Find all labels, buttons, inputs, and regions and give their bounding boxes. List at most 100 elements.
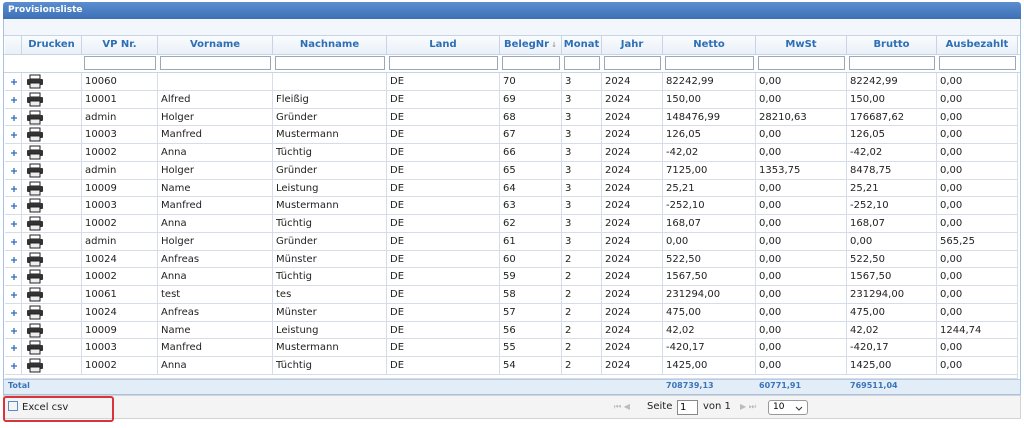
grid-cell: 168,07 — [847, 215, 937, 233]
grid-cell: 2024 — [602, 321, 663, 340]
filter-input[interactable] — [502, 56, 560, 70]
filter-input[interactable] — [389, 56, 498, 70]
grid-cell: Mustermann — [273, 339, 387, 357]
grid-cell: 0,00 — [756, 303, 847, 322]
print-icon[interactable] — [22, 268, 82, 286]
page-input[interactable]: 1 — [677, 400, 698, 415]
grid-cell: 0,00 — [756, 73, 847, 91]
header-cell[interactable]: Brutto — [847, 36, 937, 54]
print-icon[interactable] — [22, 161, 82, 180]
grid-cell: DE — [387, 250, 500, 269]
page-of: von 1 — [703, 401, 731, 412]
sort-indicator[interactable]: ↓ — [551, 41, 557, 49]
print-icon[interactable] — [22, 215, 82, 233]
expand-icon[interactable] — [5, 232, 22, 251]
filter-input[interactable] — [275, 56, 385, 70]
header-cell[interactable]: MwSt — [756, 36, 847, 54]
filter-input[interactable] — [939, 56, 1016, 70]
filter-input[interactable] — [564, 56, 600, 70]
grid-cell: 69 — [500, 90, 562, 109]
header-cell[interactable]: Vorname — [158, 36, 273, 54]
expand-icon[interactable] — [5, 144, 22, 162]
grid-cell: 2024 — [602, 197, 663, 215]
expand-icon[interactable] — [5, 90, 22, 109]
expand-icon[interactable] — [5, 179, 22, 198]
grid-cell: Anna — [158, 144, 273, 162]
grid-cell: 63 — [500, 197, 562, 215]
grid-cell: 68 — [500, 108, 562, 127]
filter-input[interactable] — [665, 56, 754, 70]
export-button[interactable]: Excel csv — [8, 401, 68, 413]
grid-cell: 10001 — [82, 90, 158, 109]
print-icon[interactable] — [22, 144, 82, 162]
expand-icon[interactable] — [5, 286, 22, 304]
expand-icon[interactable] — [5, 197, 22, 215]
grid-cell: 0,00 — [756, 179, 847, 198]
grid-cell: 56 — [500, 321, 562, 340]
header-cell[interactable]: Nachname — [273, 36, 387, 54]
expand-icon[interactable] — [5, 161, 22, 180]
grid-cell: 60 — [500, 250, 562, 269]
print-icon[interactable] — [22, 108, 82, 127]
expand-icon[interactable] — [5, 108, 22, 127]
expand-icon[interactable] — [5, 303, 22, 322]
expand-icon[interactable] — [5, 250, 22, 269]
header-cell[interactable]: Drucken — [22, 36, 82, 54]
grid-cell: 0,00 — [756, 215, 847, 233]
grid-cell: Manfred — [158, 339, 273, 357]
print-icon[interactable] — [22, 73, 82, 91]
grid-cell: tes — [273, 286, 387, 304]
print-icon[interactable] — [22, 126, 82, 144]
export-label[interactable]: Excel csv — [22, 402, 69, 413]
grid-cell: 1244,74 — [937, 321, 1018, 340]
grid-cell: 10061 — [82, 286, 158, 304]
print-icon[interactable] — [22, 357, 82, 375]
filter-input[interactable] — [84, 56, 156, 70]
header-cell[interactable]: Ausbezahlt — [937, 36, 1018, 54]
grid-cell: 1353,75 — [756, 161, 847, 180]
grid-cell: 10009 — [82, 321, 158, 340]
filter-input[interactable] — [758, 56, 845, 70]
grid-cell: DE — [387, 339, 500, 357]
filter-input[interactable] — [604, 56, 661, 70]
filter-input[interactable] — [849, 56, 935, 70]
expand-icon[interactable] — [5, 321, 22, 340]
grid-cell: Fleißig — [273, 90, 387, 109]
print-icon[interactable] — [22, 250, 82, 269]
print-icon[interactable] — [22, 286, 82, 304]
grid-cell: 0,00 — [663, 232, 756, 251]
print-icon[interactable] — [22, 232, 82, 251]
header-cell[interactable]: BelegNr ↓ — [500, 36, 562, 54]
print-icon[interactable] — [22, 339, 82, 357]
header-cell[interactable]: Netto — [663, 36, 756, 54]
grid-cell: Anna — [158, 268, 273, 286]
print-icon[interactable] — [22, 321, 82, 340]
header-cell[interactable]: Jahr — [602, 36, 663, 54]
expand-icon[interactable] — [5, 73, 22, 91]
grid-cell: 565,25 — [937, 232, 1018, 251]
expand-icon[interactable] — [5, 126, 22, 144]
header-cell[interactable]: Monat — [562, 36, 602, 54]
print-icon[interactable] — [22, 179, 82, 198]
grid-cell: DE — [387, 179, 500, 198]
print-icon[interactable] — [22, 303, 82, 322]
grid-cell: 58 — [500, 286, 562, 304]
grid-cell: 42,02 — [663, 321, 756, 340]
grid-cell: 25,21 — [847, 179, 937, 198]
header-cell[interactable]: VP Nr. — [82, 36, 158, 54]
expand-icon[interactable] — [5, 339, 22, 357]
grid-cell: 2 — [562, 250, 602, 269]
print-icon[interactable] — [22, 90, 82, 109]
page-size-value[interactable]: 10 — [773, 402, 785, 412]
print-icon[interactable] — [22, 197, 82, 215]
page-size[interactable]: 10 — [768, 400, 808, 415]
grid-cell: 0,00 — [937, 303, 1018, 322]
grid-cell: 1567,50 — [663, 268, 756, 286]
grid-cell: 0,00 — [937, 215, 1018, 233]
expand-icon[interactable] — [5, 268, 22, 286]
expand-icon[interactable] — [5, 215, 22, 233]
filter-input[interactable] — [160, 56, 271, 70]
expand-icon[interactable] — [5, 357, 22, 375]
header-cell[interactable]: Land — [387, 36, 500, 54]
grid-cell: 0,00 — [756, 339, 847, 357]
